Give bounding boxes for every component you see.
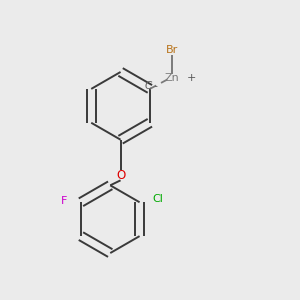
Text: F: F <box>61 196 68 206</box>
Text: Cl: Cl <box>153 194 164 204</box>
Text: -: - <box>153 81 157 92</box>
Text: Br: Br <box>166 45 178 55</box>
Text: Zn: Zn <box>165 73 179 83</box>
Text: C: C <box>145 81 152 91</box>
Text: O: O <box>116 169 125 182</box>
Text: +: + <box>187 73 196 83</box>
